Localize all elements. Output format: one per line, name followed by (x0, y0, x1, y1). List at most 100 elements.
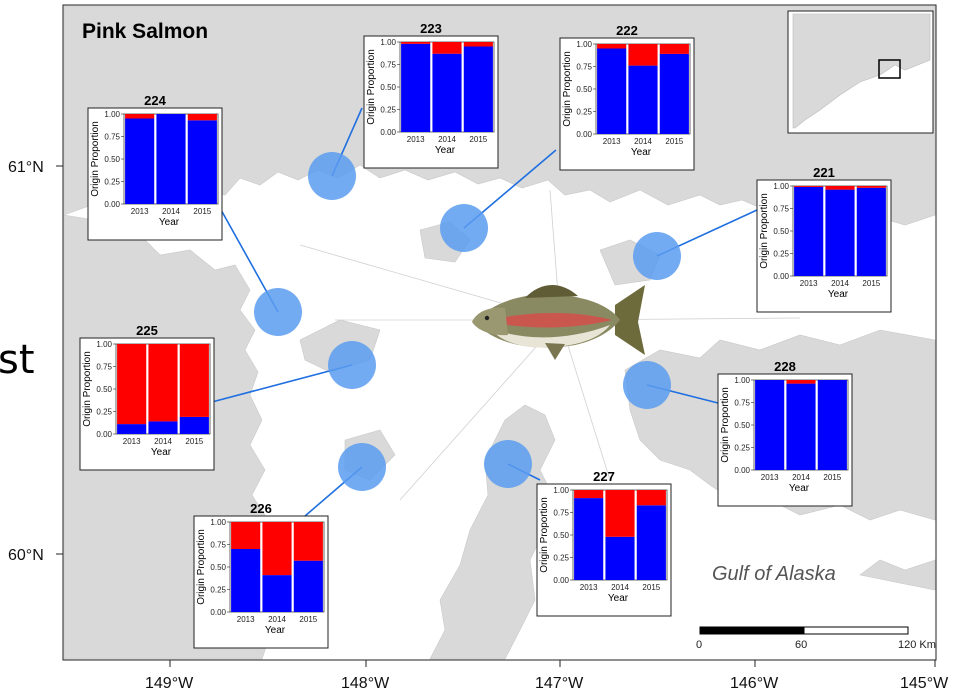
bar-chart-228: 228 0.00 0.25 0.50 0.75 1.00 2013 2014 2015 Year O… (717, 359, 853, 507)
x-tick-label: 2014 (611, 583, 629, 592)
bar-red-segment (825, 186, 855, 190)
chart-title: 227 (593, 469, 615, 484)
bar-red-segment (786, 380, 816, 384)
lon-label-147: 147°W (535, 675, 584, 692)
bar-chart-222: 222 0.00 0.25 0.50 0.75 1.00 2013 2014 2015 Year O… (559, 23, 695, 171)
bar-chart-insets: 224 0.00 0.25 0.50 0.75 1.00 2013 2014 2015 Year O… (79, 21, 892, 649)
bar-red-segment (179, 344, 209, 417)
y-tick-label: 0.50 (96, 385, 112, 394)
bar-red-segment (125, 114, 155, 119)
y-tick-label: 0.50 (210, 563, 226, 572)
bar-blue-segment (628, 65, 658, 134)
x-axis-title: Year (151, 447, 172, 458)
bar-blue-segment (597, 48, 627, 134)
bar-blue-segment (156, 114, 186, 204)
y-tick-label: 0.50 (773, 227, 789, 236)
y-tick-label: 0.00 (96, 430, 112, 439)
boundary-line (559, 319, 611, 481)
inset-alaska-land (792, 13, 931, 129)
bar-blue-segment (605, 536, 635, 580)
x-tick-label: 2015 (193, 207, 211, 216)
bar-blue-segment (817, 380, 847, 470)
bar-blue-segment (187, 120, 217, 204)
site-circle (484, 440, 532, 488)
y-tick-label: 0.50 (380, 83, 396, 92)
y-tick-label: 0.25 (104, 178, 120, 187)
bar-blue-segment (262, 575, 292, 612)
y-axis-title: Origin Proportion (539, 497, 550, 573)
x-tick-label: 2014 (792, 473, 810, 482)
x-tick-label: 2013 (237, 615, 255, 624)
bar-red-segment (597, 44, 627, 49)
x-axis-title: Year (265, 625, 286, 636)
y-tick-label: 1.00 (96, 340, 112, 349)
site-circle (254, 288, 302, 336)
chart-title: 225 (136, 323, 158, 338)
x-tick-label: 2015 (665, 137, 683, 146)
bar-chart-227: 227 0.00 0.25 0.50 0.75 1.00 2013 2014 2015 Year O… (536, 469, 672, 617)
bar-blue-segment (125, 118, 155, 204)
x-tick-label: 2015 (862, 279, 880, 288)
x-axis-title: Year (789, 483, 810, 494)
bar-red-segment (187, 114, 217, 121)
bar-red-segment (117, 344, 147, 425)
bar-red-segment (293, 522, 323, 561)
bar-chart-224: 224 0.00 0.25 0.50 0.75 1.00 2013 2014 2015 Year O… (87, 93, 223, 241)
salmon-hump (525, 284, 578, 298)
region-label: Gulf of Alaska (712, 563, 836, 585)
y-tick-label: 0.00 (380, 128, 396, 137)
y-tick-label: 0.25 (576, 108, 592, 117)
y-tick-label: 0.00 (553, 576, 569, 585)
chart-title: 228 (774, 359, 796, 374)
scale-bar-white-segment (803, 626, 909, 635)
chart-title: 226 (250, 501, 272, 516)
bar-blue-segment (636, 505, 666, 580)
x-tick-label: 2015 (642, 583, 660, 592)
y-tick-label: 0.25 (210, 586, 226, 595)
land-east-lower (859, 559, 936, 591)
y-tick-label: 1.00 (380, 38, 396, 47)
scale-label-0: 0 (696, 639, 702, 651)
map-title: Pink Salmon (82, 20, 208, 43)
bar-red-segment (231, 522, 261, 549)
site-circle (328, 341, 376, 389)
site-circle (338, 443, 386, 491)
x-tick-label: 2014 (831, 279, 849, 288)
bar-blue-segment (432, 53, 462, 133)
x-tick-label: 2014 (162, 207, 180, 216)
x-tick-label: 2014 (268, 615, 286, 624)
bar-red-segment (628, 44, 658, 66)
x-axis-title: Year (828, 289, 849, 300)
y-tick-label: 0.75 (96, 363, 112, 372)
salmon-eye (484, 315, 490, 321)
y-tick-label: 0.75 (576, 63, 592, 72)
bar-blue-segment (786, 383, 816, 470)
bar-blue-segment (117, 424, 147, 434)
salmon-illustration (472, 284, 645, 360)
x-tick-label: 2015 (299, 615, 317, 624)
scale-bar: 0 60 120 Km (696, 626, 936, 651)
lat-label-60: 60°N (8, 547, 44, 564)
x-tick-label: 2013 (800, 279, 818, 288)
x-tick-label: 2013 (580, 583, 598, 592)
lon-label-148: 148°W (341, 675, 390, 692)
site-circle (623, 361, 671, 409)
connector-line (211, 364, 353, 403)
y-tick-label: 0.75 (104, 133, 120, 142)
bar-blue-segment (231, 549, 261, 612)
y-axis-title: Origin Proportion (562, 51, 573, 127)
x-tick-label: 2013 (761, 473, 779, 482)
y-tick-label: 0.25 (96, 408, 112, 417)
y-tick-label: 1.00 (576, 40, 592, 49)
bar-red-segment (148, 344, 178, 422)
y-tick-label: 1.00 (553, 486, 569, 495)
x-axis-title: Year (159, 217, 180, 228)
x-tick-label: 2013 (603, 137, 621, 146)
bar-chart-225: 225 0.00 0.25 0.50 0.75 1.00 2013 2014 2015 Year O… (79, 323, 215, 471)
y-tick-label: 0.75 (210, 541, 226, 550)
x-tick-label: 2013 (123, 437, 141, 446)
inset-locator-map (787, 10, 934, 134)
bar-red-segment (794, 186, 824, 187)
y-tick-label: 0.00 (576, 130, 592, 139)
